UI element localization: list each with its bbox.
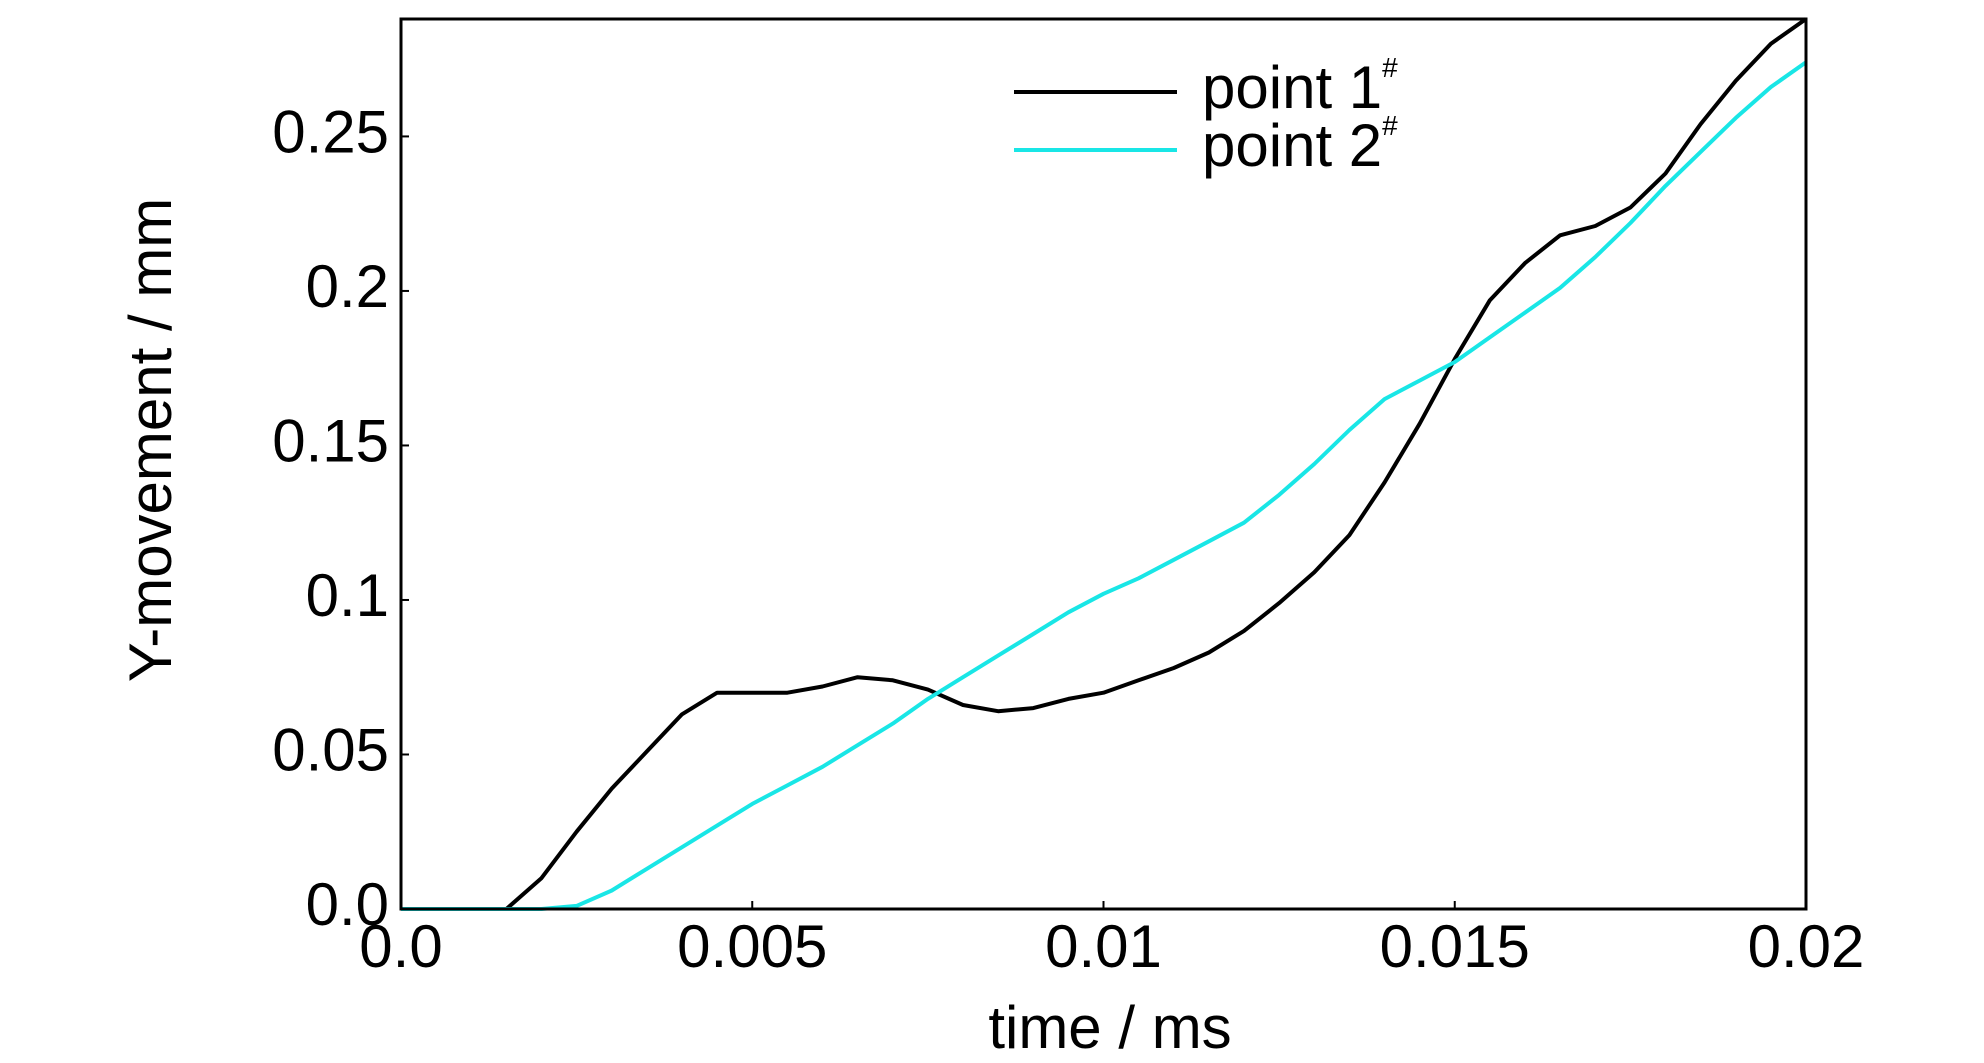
x-axis-label: time / ms (988, 994, 1231, 1061)
y-tick-label: 0.15 (272, 407, 389, 474)
x-tick-label: 0.005 (677, 913, 827, 980)
x-tick-label: 0.0 (359, 913, 442, 980)
y-tick-label: 0.2 (306, 253, 389, 320)
series-line (401, 60, 1808, 911)
y-axis-label: Y-movement / mm (117, 198, 184, 683)
y-tick-label: 0.1 (306, 562, 389, 629)
legend-label: point 2# (1202, 110, 1398, 178)
legend-label: point 1# (1202, 52, 1398, 120)
y-tick-label: 0.0 (306, 871, 389, 938)
series-line (401, 17, 1808, 911)
x-tick-label: 0.02 (1748, 913, 1865, 980)
y-tick-label: 0.05 (272, 716, 389, 783)
x-tick-label: 0.015 (1380, 913, 1530, 980)
y-tick-label: 0.25 (272, 98, 389, 165)
x-tick-label: 0.01 (1045, 913, 1162, 980)
plot-frame (399, 17, 1808, 911)
